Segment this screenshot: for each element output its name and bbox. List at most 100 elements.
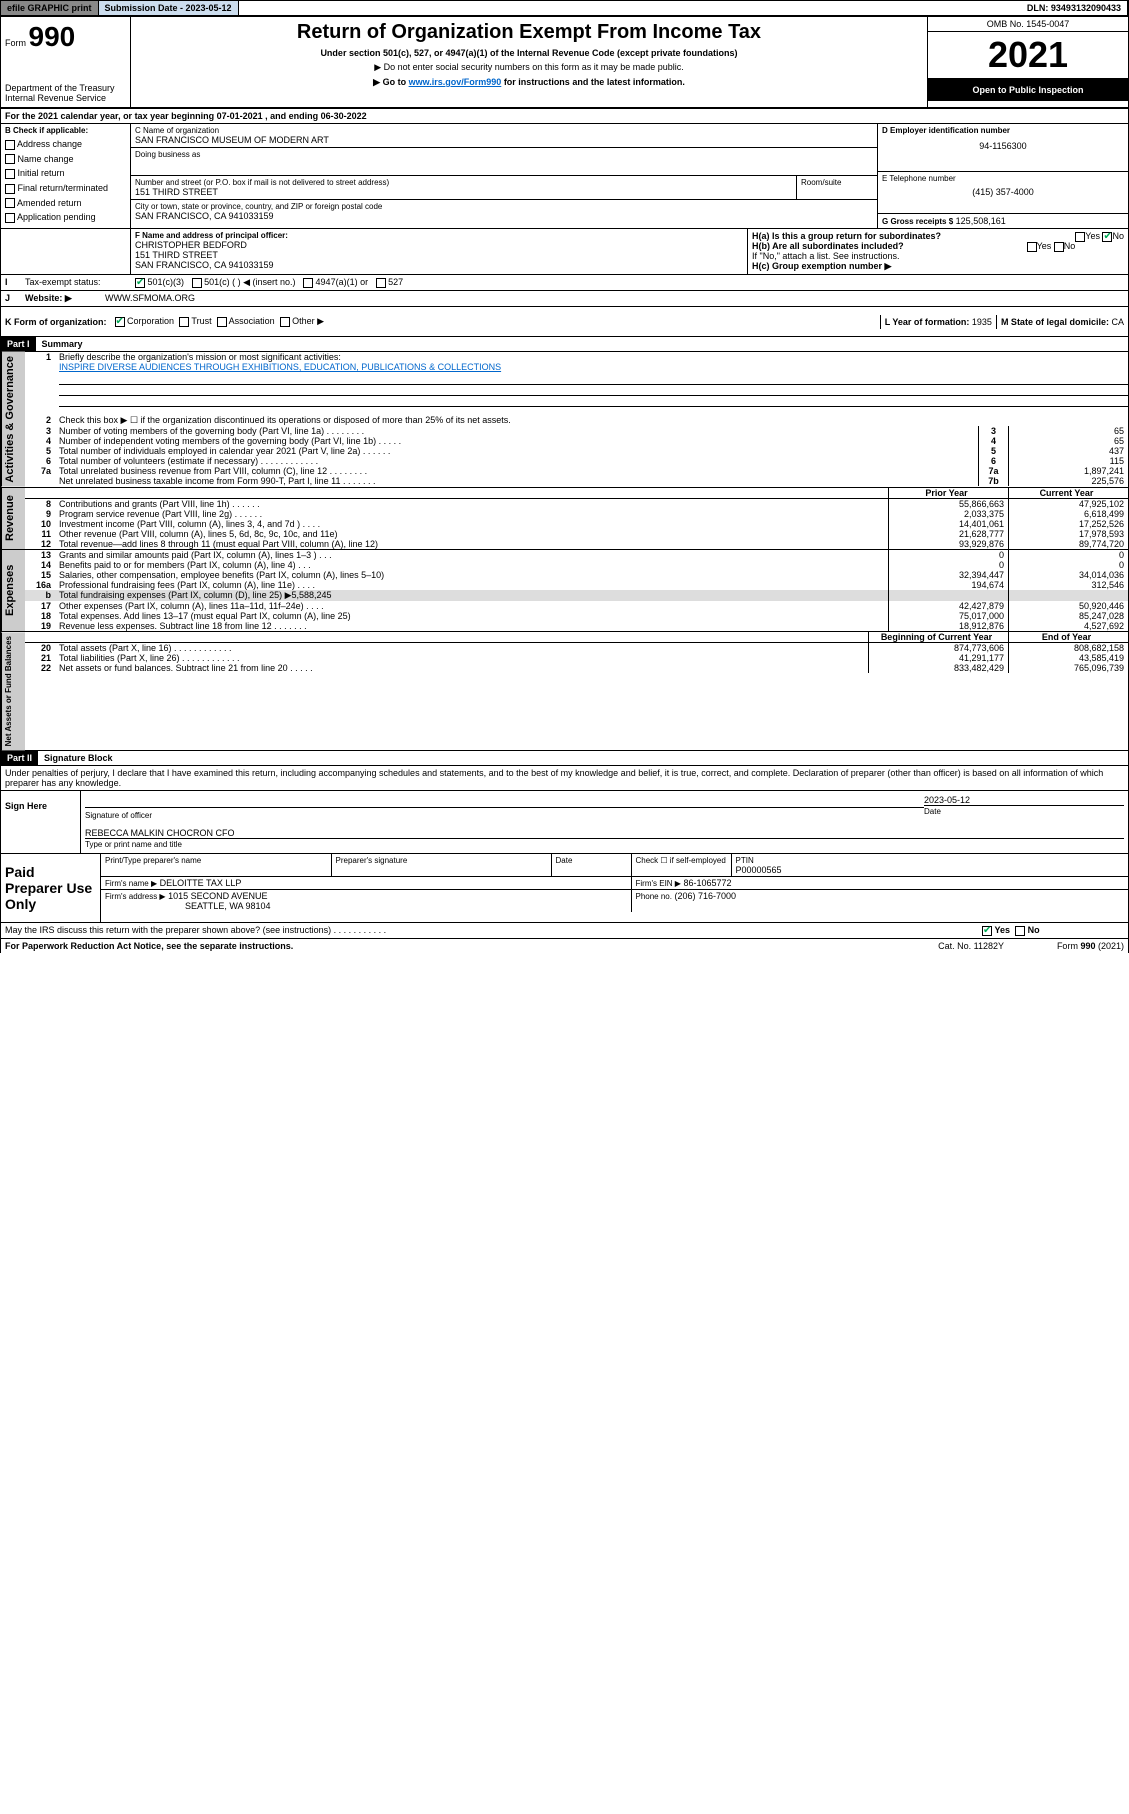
trust-check[interactable]: [179, 317, 189, 327]
omb-number: OMB No. 1545-0047: [928, 17, 1128, 32]
check-amended-return[interactable]: [5, 198, 15, 208]
form-footer: 990: [1080, 941, 1095, 951]
assoc-check[interactable]: [217, 317, 227, 327]
irs-link[interactable]: www.irs.gov/Form990: [409, 77, 502, 87]
box-f-label: F Name and address of principal officer:: [135, 231, 743, 240]
box-m-label: M State of legal domicile:: [1001, 317, 1109, 327]
vert-net-assets: Net Assets or Fund Balances: [1, 632, 25, 750]
paid-preparer-block: Paid Preparer Use Only Print/Type prepar…: [0, 854, 1129, 923]
501c-label: 501(c) ( ) ◀ (insert no.): [204, 277, 295, 287]
box-l-label: L Year of formation:: [885, 317, 970, 327]
box-g-label: G Gross receipts $: [882, 217, 953, 226]
hc-label: H(c) Group exemption number ▶: [752, 261, 1124, 272]
website[interactable]: WWW.SFMOMA.ORG: [101, 291, 199, 306]
form-title: Return of Organization Exempt From Incom…: [135, 21, 923, 44]
trust-label: Trust: [191, 316, 211, 326]
501c3-check[interactable]: [135, 278, 145, 288]
discuss-yes[interactable]: [982, 926, 992, 936]
box-b-label: B Check if applicable:: [1, 124, 130, 137]
no-label: No: [1112, 231, 1124, 241]
ha-yes[interactable]: [1075, 232, 1085, 242]
ein: 94-1156300: [882, 141, 1124, 151]
sig-name: REBECCA MALKIN CHOCRON CFO: [85, 828, 1124, 838]
hdr-prior-year: Prior Year: [888, 488, 1008, 498]
discuss-question: May the IRS discuss this return with the…: [1, 923, 978, 938]
submission-date: Submission Date - 2023-05-12: [99, 1, 239, 15]
check-label: Address change: [17, 139, 82, 149]
phone: (415) 357-4000: [882, 187, 1124, 197]
year-formation: 1935: [972, 317, 992, 327]
hb-no[interactable]: [1054, 242, 1064, 252]
527-check[interactable]: [376, 278, 386, 288]
ha-label: H(a) Is this a group return for subordin…: [752, 231, 941, 241]
goto-post: for instructions and the latest informat…: [504, 77, 685, 87]
box-k-label: K Form of organization:: [1, 315, 111, 329]
q1: Briefly describe the organization's miss…: [59, 352, 341, 362]
box-c-label: C Name of organization: [135, 126, 873, 135]
corp-label: Corporation: [127, 316, 174, 326]
check-name-change[interactable]: [5, 154, 15, 164]
sig-date-label: Date: [924, 807, 941, 816]
tax-period: For the 2021 calendar year, or tax year …: [1, 109, 371, 123]
mission: INSPIRE DIVERSE AUDIENCES THROUGH EXHIBI…: [59, 362, 501, 372]
discuss-no-label: No: [1028, 925, 1040, 935]
ha-no[interactable]: [1102, 232, 1112, 242]
officer-row: F Name and address of principal officer:…: [0, 228, 1129, 274]
box-d-label: D Employer identification number: [882, 126, 1124, 135]
vert-expenses: Expenses: [1, 550, 25, 631]
officer-addr1: 151 THIRD STREET: [135, 250, 743, 260]
check-label: Final return/terminated: [18, 183, 109, 193]
dba-label: Doing business as: [135, 150, 873, 159]
check-address-change[interactable]: [5, 140, 15, 150]
part2-title: Signature Block: [38, 751, 119, 765]
sig-officer-label: Signature of officer: [85, 811, 152, 820]
check-label: Amended return: [17, 198, 82, 208]
addr-label: Number and street (or P.O. box if mail i…: [135, 178, 792, 187]
hb-yes[interactable]: [1027, 242, 1037, 252]
4947-check[interactable]: [303, 278, 313, 288]
hdr-boy: Beginning of Current Year: [868, 632, 1008, 642]
firm-name-label: Firm's name ▶: [105, 879, 157, 888]
no-label-2: No: [1064, 241, 1076, 251]
org-address: 151 THIRD STREET: [135, 187, 792, 197]
sign-block: Sign Here Signature of officer 2023-05-1…: [0, 791, 1129, 854]
firm-ein-label: Firm's EIN ▶: [636, 879, 681, 888]
hb-label: H(b) Are all subordinates included?: [752, 241, 904, 251]
check-final-return-terminated[interactable]: [5, 184, 15, 194]
top-bar: efile GRAPHIC print Submission Date - 20…: [0, 0, 1129, 16]
check-label: Initial return: [18, 168, 65, 178]
part2-hdr: Part II: [1, 751, 38, 765]
form-label: Form: [5, 38, 26, 48]
501c-check[interactable]: [192, 278, 202, 288]
part1-title: Summary: [36, 337, 89, 351]
firm-addr-label: Firm's address ▶: [105, 892, 166, 901]
corp-check[interactable]: [115, 317, 125, 327]
dln: DLN: 93493132090433: [1021, 1, 1128, 15]
other-check[interactable]: [280, 317, 290, 327]
box-e-label: E Telephone number: [882, 174, 1124, 183]
penalty-statement: Under penalties of perjury, I declare th…: [0, 765, 1129, 791]
hdr-eoy: End of Year: [1008, 632, 1128, 642]
ps-label: Preparer's signature: [336, 856, 408, 865]
q2: Check this box ▶ ☐ if the organization d…: [55, 415, 1128, 426]
city-label: City or town, state or province, country…: [135, 202, 873, 211]
firm-addr2: SEATTLE, WA 98104: [185, 901, 271, 911]
goto-pre: ▶ Go to: [373, 77, 408, 87]
discuss-no[interactable]: [1015, 926, 1025, 936]
entity-block: B Check if applicable: Address change Na…: [0, 124, 1129, 228]
domicile: CA: [1111, 317, 1124, 327]
check-application-pending[interactable]: [5, 213, 15, 223]
vert-revenue: Revenue: [1, 488, 25, 549]
officer-addr2: SAN FRANCISCO, CA 941033159: [135, 260, 743, 270]
org-name: SAN FRANCISCO MUSEUM OF MODERN ART: [135, 135, 873, 145]
tax-year: 2021: [928, 32, 1128, 79]
firm-ein: 86-1065772: [683, 878, 731, 888]
check-initial-return[interactable]: [5, 169, 15, 179]
efile-btn[interactable]: efile GRAPHIC print: [1, 1, 99, 15]
dept-treasury: Department of the Treasury: [5, 83, 126, 93]
501c3-label: 501(c)(3): [148, 277, 185, 287]
form-number: 990: [29, 21, 76, 52]
part1-hdr: Part I: [1, 337, 36, 351]
pt-label: Print/Type preparer's name: [105, 856, 201, 865]
pp-phone: (206) 716-7000: [675, 891, 737, 901]
